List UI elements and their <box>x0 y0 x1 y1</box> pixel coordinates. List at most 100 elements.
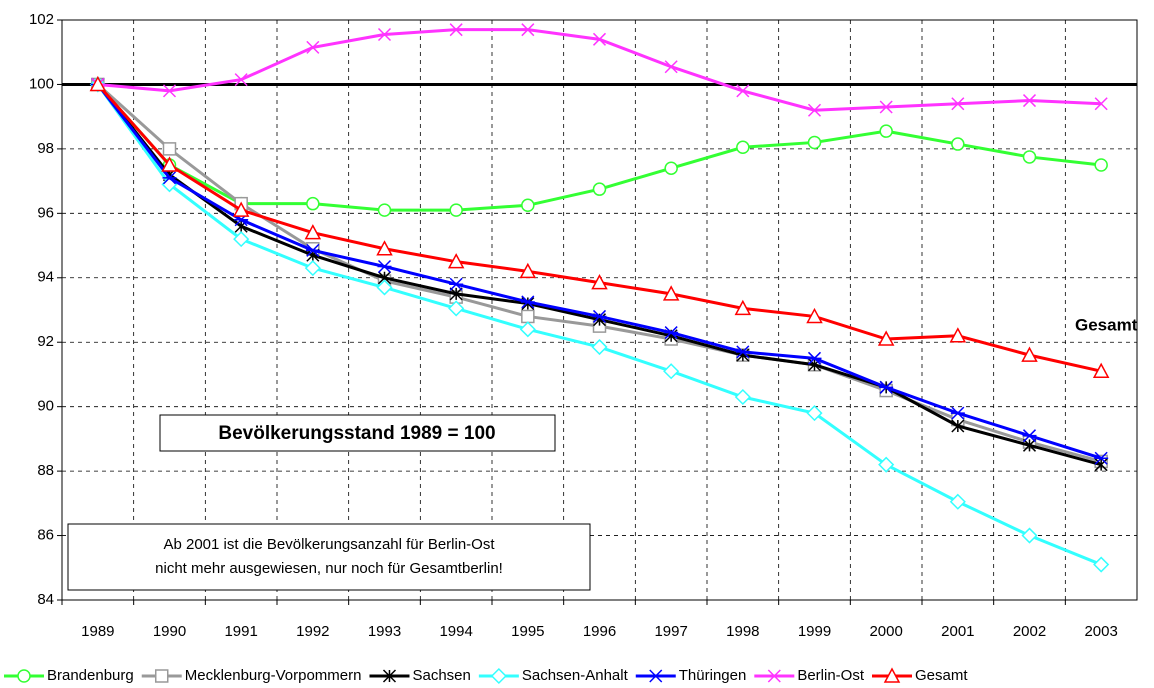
marker <box>736 84 750 98</box>
marker <box>17 669 31 683</box>
x-tick-label: 1991 <box>224 623 257 640</box>
marker <box>877 330 895 346</box>
marker <box>807 351 822 365</box>
marker <box>735 345 750 359</box>
x-tick-label: 1997 <box>654 623 687 640</box>
y-tick-label: 94 <box>37 269 54 286</box>
marker <box>949 493 966 510</box>
marker <box>377 259 392 274</box>
marker <box>1022 438 1037 452</box>
marker <box>591 338 608 356</box>
marker <box>664 326 679 340</box>
legend-item: Mecklenburg-Vorpommern <box>141 667 361 684</box>
marker <box>883 667 901 683</box>
x-tick-label: 1999 <box>798 623 831 640</box>
plot-area <box>61 19 1138 601</box>
x-tick-label: 1990 <box>153 623 186 640</box>
marker <box>376 279 393 296</box>
marker <box>879 100 893 114</box>
marker <box>878 456 895 473</box>
y-tick-label: 98 <box>37 140 54 157</box>
y-tick-label: 88 <box>37 462 54 479</box>
y-tick-label: 102 <box>29 11 54 28</box>
y-tick-label: 92 <box>37 333 54 350</box>
marker <box>89 75 107 92</box>
marker <box>304 260 321 277</box>
x-tick-label: 2003 <box>1084 623 1117 640</box>
marker <box>736 140 750 155</box>
marker <box>767 669 781 683</box>
marker <box>449 277 464 291</box>
marker <box>1093 556 1110 573</box>
legend-item: Sachsen-Anhalt <box>478 667 629 685</box>
marker <box>1094 451 1109 465</box>
x-tick-label: 1989 <box>81 623 114 640</box>
marker <box>305 243 320 257</box>
x-tick-label: 1996 <box>583 623 616 640</box>
marker <box>1094 458 1108 472</box>
marker <box>806 307 823 324</box>
y-tick-label: 96 <box>37 204 54 221</box>
annotation-box <box>159 414 556 452</box>
note-line: Ab 2001 ist die Bevölkerungsanzahl für B… <box>163 536 495 553</box>
marker <box>663 363 680 380</box>
legend-item: Thüringen <box>635 667 746 684</box>
marker <box>306 196 320 211</box>
marker <box>162 171 177 185</box>
marker <box>734 388 751 406</box>
x-tick-label: 1995 <box>511 623 544 640</box>
marker <box>521 198 535 213</box>
y-tick-label: 100 <box>29 75 54 92</box>
marker <box>448 300 465 317</box>
marker <box>306 40 320 54</box>
marker <box>949 327 967 343</box>
legend-item: Sachsen <box>369 667 471 684</box>
y-tick-label: 90 <box>37 398 54 415</box>
marker <box>807 135 822 150</box>
y-tick-label: 84 <box>37 591 54 608</box>
marker <box>592 182 607 196</box>
marker <box>951 419 965 433</box>
marker <box>490 667 507 685</box>
y-tick-label: 86 <box>37 527 54 544</box>
marker <box>592 309 607 323</box>
marker <box>662 285 680 301</box>
marker <box>1022 429 1037 443</box>
x-tick-label: 1992 <box>296 623 329 640</box>
legend-label: Berlin-Ost <box>797 667 865 684</box>
marker <box>162 84 177 98</box>
marker <box>592 32 607 46</box>
marker <box>521 309 535 324</box>
marker <box>1094 158 1108 172</box>
marker <box>449 287 463 301</box>
marker <box>1092 362 1110 378</box>
x-tick-label: 2002 <box>1013 623 1046 640</box>
note-box <box>67 523 591 591</box>
marker <box>806 405 823 422</box>
legend-item: Berlin-Ost <box>754 667 865 684</box>
legend-label: Brandenburg <box>47 667 134 684</box>
marker <box>162 142 177 156</box>
marker <box>1094 97 1108 111</box>
marker <box>879 124 893 138</box>
marker <box>1021 346 1038 362</box>
x-tick-label: 2001 <box>941 623 974 640</box>
marker <box>519 262 537 279</box>
marker <box>161 156 178 172</box>
marker <box>664 161 678 175</box>
marker <box>648 669 663 683</box>
legend-item: Gesamt <box>872 667 968 684</box>
legend-label: Gesamt <box>915 667 968 684</box>
x-tick-label: 1993 <box>368 623 401 640</box>
marker <box>1021 527 1038 544</box>
marker <box>1022 94 1037 108</box>
marker <box>154 669 169 683</box>
marker <box>234 73 248 87</box>
legend-label: Sachsen-Anhalt <box>522 667 629 684</box>
marker <box>734 299 752 316</box>
marker <box>951 97 965 111</box>
marker <box>304 224 322 240</box>
x-tick-label: 1998 <box>726 623 759 640</box>
note-line: nicht mehr ausgewiesen, nur noch für Ges… <box>155 560 503 577</box>
marker <box>377 27 392 42</box>
